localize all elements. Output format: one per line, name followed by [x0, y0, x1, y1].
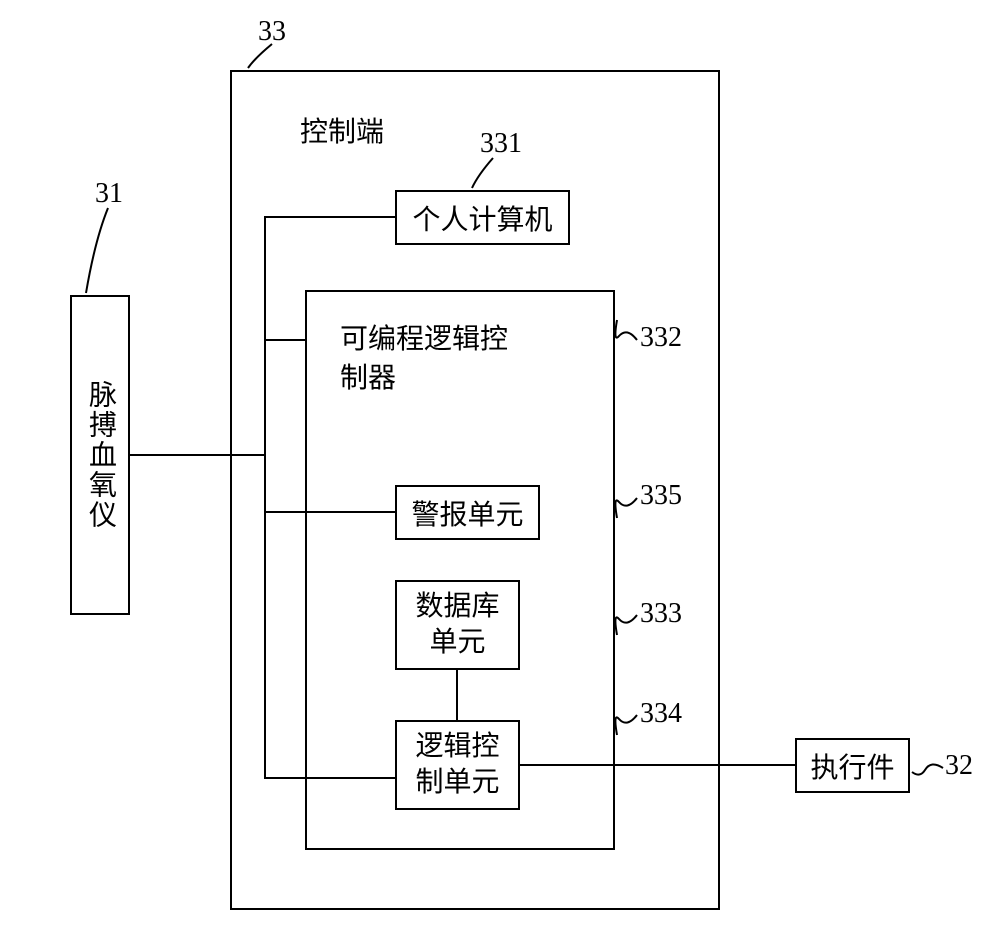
logic-control-unit-box: 逻辑控制单元 — [395, 720, 520, 810]
ref-335: 335 — [640, 480, 682, 512]
ref-33: 33 — [258, 16, 286, 48]
ref-333: 333 — [640, 598, 682, 630]
pulse-oximeter-label: 脉搏血氧仪 — [80, 380, 120, 530]
database-unit-label: 数据库单元 — [402, 589, 513, 662]
plc-label-text: 可编程逻辑控制器 — [340, 324, 508, 394]
edge-oximeter-bus — [130, 454, 265, 456]
ref-331: 331 — [480, 128, 522, 160]
pulse-oximeter-box: 脉搏血氧仪 — [70, 295, 130, 615]
edge-db-logic — [456, 670, 458, 720]
alarm-unit-box: 警报单元 — [395, 485, 540, 540]
edge-bus-pc — [264, 216, 395, 218]
personal-computer-box: 个人计算机 — [395, 190, 570, 245]
ref-32: 32 — [945, 750, 973, 782]
logic-control-unit-label: 逻辑控制单元 — [402, 729, 513, 802]
ref-332: 332 — [640, 322, 682, 354]
plc-label: 可编程逻辑控制器 — [340, 320, 520, 398]
control-terminal-label: 控制端 — [300, 110, 384, 150]
edge-bus-plc — [264, 339, 305, 341]
ref-334: 334 — [640, 698, 682, 730]
ref-31: 31 — [95, 178, 123, 210]
edge-bus-alarm — [264, 511, 395, 513]
edge-logic-executor — [520, 764, 795, 766]
edge-bus-logic — [264, 777, 395, 779]
alarm-unit-label: 警报单元 — [411, 493, 523, 533]
personal-computer-label: 个人计算机 — [412, 198, 552, 238]
edge-vertical-bus — [264, 217, 266, 778]
executor-box: 执行件 — [795, 738, 910, 793]
database-unit-box: 数据库单元 — [395, 580, 520, 670]
executor-label: 执行件 — [810, 746, 894, 786]
